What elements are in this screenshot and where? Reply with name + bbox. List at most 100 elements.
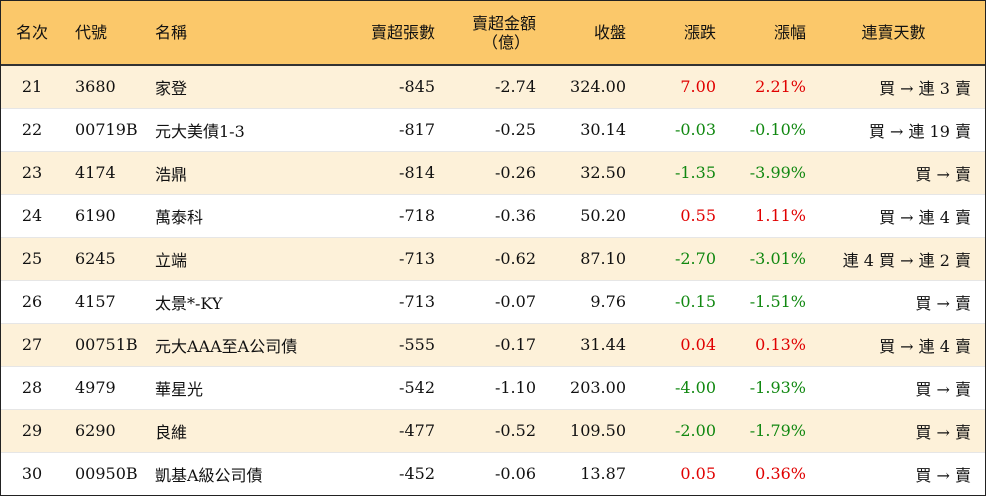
cell-name[interactable]: 萬泰科 [145,194,343,238]
cell-streak: 連 4 買 → 連 2 賣 [816,237,985,281]
cell-change-pct: -0.10% [726,108,816,152]
cell-net-sell-lots: -555 [343,323,445,367]
cell-code: 00950B [63,452,145,495]
header-rank[interactable]: 名次 [1,1,63,66]
cell-close: 13.87 [546,452,636,495]
cell-name[interactable]: 立端 [145,237,343,281]
cell-close: 30.14 [546,108,636,152]
cell-change: 0.55 [636,194,726,238]
cell-net-sell-lots: -542 [343,366,445,410]
cell-code: 4157 [63,280,145,324]
table-body: 21 3680 家登 -845 -2.74 324.00 7.00 2.21% 買 → 連 3 … [1,65,985,495]
cell-net-sell-amount: -0.62 [445,237,546,281]
cell-close: 324.00 [546,65,636,109]
table-row[interactable]: 24 6190 萬泰科 -718 -0.36 50.20 0.55 1.11% 買 → 連 4 … [1,194,985,238]
cell-rank: 28 [1,366,63,410]
cell-change-pct: -3.01% [726,237,816,281]
cell-name[interactable]: 太景*-KY [145,280,343,324]
cell-net-sell-amount: -0.07 [445,280,546,324]
cell-change: 0.04 [636,323,726,367]
table-row[interactable]: 21 3680 家登 -845 -2.74 324.00 7.00 2.21% 買 → 連 3 … [1,65,985,109]
cell-net-sell-amount: -1.10 [445,366,546,410]
cell-change-pct: 1.11% [726,194,816,238]
cell-change-pct: -1.79% [726,409,816,453]
cell-net-sell-amount: -0.26 [445,151,546,195]
cell-close: 87.10 [546,237,636,281]
cell-rank: 30 [1,452,63,495]
cell-change-pct: -3.99% [726,151,816,195]
cell-net-sell-lots: -718 [343,194,445,238]
cell-net-sell-amount: -0.36 [445,194,546,238]
header-net-sell-amount-label: 賣超金額 [471,13,536,33]
cell-change: -4.00 [636,366,726,410]
header-streak[interactable]: 連賣天數 [816,1,985,66]
table-row[interactable]: 30 00950B 凱基A級公司債 -452 -0.06 13.87 0.05 0.36% 買 … [1,452,985,495]
header-close[interactable]: 收盤 [546,1,636,66]
cell-code: 00751B [63,323,145,367]
table-row[interactable]: 29 6290 良維 -477 -0.52 109.50 -2.00 -1.79% 買 → 賣 [1,409,985,453]
cell-rank: 24 [1,194,63,238]
cell-name[interactable]: 良維 [145,409,343,453]
cell-code: 4979 [63,366,145,410]
header-net-sell-lots[interactable]: 賣超張數 [343,1,445,66]
cell-rank: 23 [1,151,63,195]
cell-close: 109.50 [546,409,636,453]
cell-net-sell-amount: -0.06 [445,452,546,495]
cell-code: 6290 [63,409,145,453]
cell-net-sell-lots: -713 [343,280,445,324]
cell-close: 9.76 [546,280,636,324]
cell-rank: 29 [1,409,63,453]
cell-name[interactable]: 家登 [145,65,343,109]
cell-streak: 買 → 賣 [816,409,985,453]
cell-streak: 買 → 連 3 賣 [816,65,985,109]
cell-net-sell-amount: -0.25 [445,108,546,152]
table-row[interactable]: 28 4979 華星光 -542 -1.10 203.00 -4.00 -1.93% 買 → 賣 [1,366,985,410]
cell-net-sell-lots: -814 [343,151,445,195]
table-row[interactable]: 23 4174 浩鼎 -814 -0.26 32.50 -1.35 -3.99% 買 → 賣 [1,151,985,195]
cell-change-pct: -1.51% [726,280,816,324]
cell-streak: 買 → 賣 [816,366,985,410]
cell-name[interactable]: 浩鼎 [145,151,343,195]
cell-change: -2.00 [636,409,726,453]
cell-change: -0.15 [636,280,726,324]
cell-change-pct: 0.36% [726,452,816,495]
table-row[interactable]: 25 6245 立端 -713 -0.62 87.10 -2.70 -3.01% 連 4 買 →… [1,237,985,281]
cell-net-sell-lots: -477 [343,409,445,453]
header-net-sell-amount-unit: （億） [481,32,530,52]
cell-net-sell-lots: -845 [343,65,445,109]
table-row[interactable]: 26 4157 太景*-KY -713 -0.07 9.76 -0.15 -1.51% 買 → … [1,280,985,324]
cell-streak: 買 → 連 4 賣 [816,323,985,367]
cell-close: 32.50 [546,151,636,195]
cell-rank: 26 [1,280,63,324]
cell-change-pct: 2.21% [726,65,816,109]
cell-code: 3680 [63,65,145,109]
header-code[interactable]: 代號 [63,1,145,66]
header-net-sell-amount[interactable]: 賣超金額 （億） [445,1,546,66]
table-row[interactable]: 27 00751B 元大AAA至A公司債 -555 -0.17 31.44 0.04 0.13… [1,323,985,367]
cell-change: 0.05 [636,452,726,495]
cell-change-pct: -1.93% [726,366,816,410]
cell-streak: 買 → 賣 [816,452,985,495]
cell-close: 50.20 [546,194,636,238]
cell-code: 6190 [63,194,145,238]
cell-streak: 買 → 連 4 賣 [816,194,985,238]
cell-change-pct: 0.13% [726,323,816,367]
cell-name[interactable]: 元大AAA至A公司債 [145,323,343,367]
cell-name[interactable]: 華星光 [145,366,343,410]
cell-change: -1.35 [636,151,726,195]
cell-streak: 買 → 連 19 賣 [816,108,985,152]
cell-name[interactable]: 凱基A級公司債 [145,452,343,495]
cell-rank: 21 [1,65,63,109]
cell-change: -2.70 [636,237,726,281]
header-change[interactable]: 漲跌 [636,1,726,66]
cell-name[interactable]: 元大美債1-3 [145,108,343,152]
table-row[interactable]: 22 00719B 元大美債1-3 -817 -0.25 30.14 -0.03 -0.10%… [1,108,985,152]
header-name[interactable]: 名稱 [145,1,343,66]
cell-code: 4174 [63,151,145,195]
header-change-pct[interactable]: 漲幅 [726,1,816,66]
cell-net-sell-amount: -0.17 [445,323,546,367]
cell-rank: 25 [1,237,63,281]
cell-net-sell-lots: -713 [343,237,445,281]
